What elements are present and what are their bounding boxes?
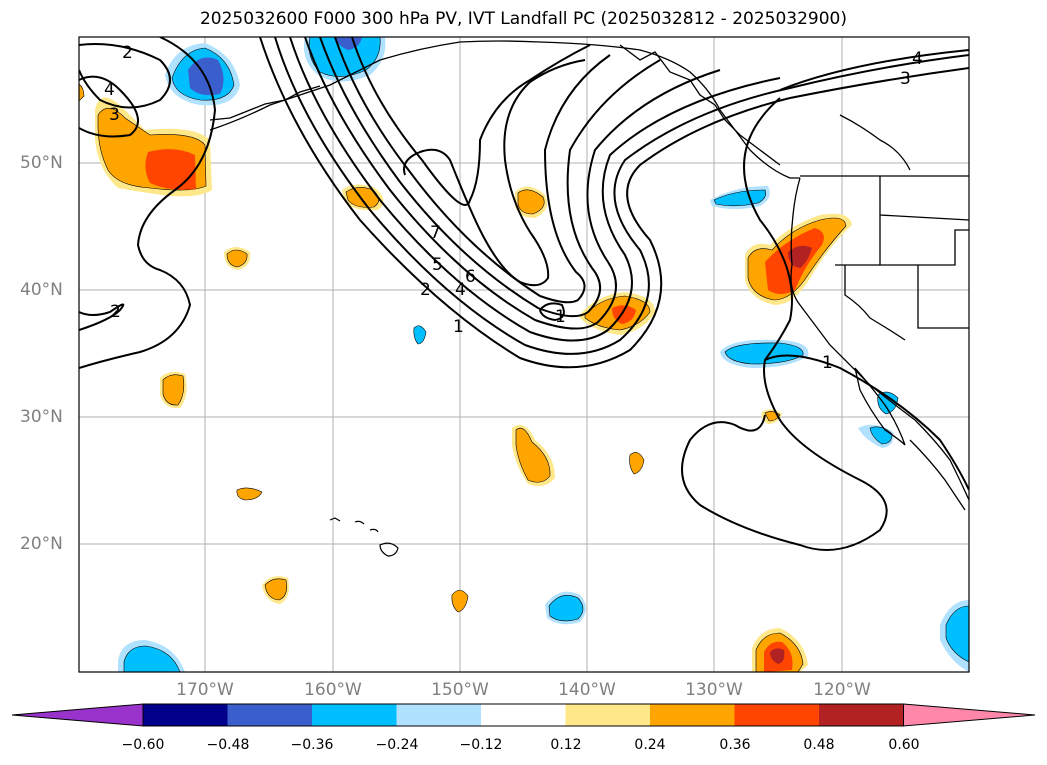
lon-label: 170°W bbox=[176, 680, 234, 700]
lat-label: 30°N bbox=[20, 407, 63, 427]
pv-label: 3 bbox=[900, 69, 911, 89]
colorbar-bin bbox=[650, 704, 735, 726]
pv-label: 6 bbox=[465, 267, 476, 287]
map-background bbox=[79, 37, 969, 672]
map-title: 2025032600 F000 300 hPa PV, IVT Landfall… bbox=[199, 9, 847, 29]
ivt-pc-shading bbox=[79, 37, 969, 672]
colorbar-bin bbox=[565, 704, 651, 726]
pv-label: 4 bbox=[104, 80, 115, 100]
colorbar-tick-label: −0.24 bbox=[375, 737, 419, 753]
pv-label: 1 bbox=[555, 307, 566, 327]
pv-label: 1 bbox=[453, 317, 464, 337]
lon-label: 150°W bbox=[431, 680, 489, 700]
colorbar-frame bbox=[142, 703, 904, 727]
lat-label: 50°N bbox=[20, 153, 63, 173]
coastlines bbox=[209, 40, 969, 511]
colorbar-extend-high bbox=[903, 703, 1036, 727]
colorbar-tick-label: −0.36 bbox=[290, 737, 334, 753]
pv-label: 2 bbox=[122, 43, 133, 63]
colorbar-bin bbox=[396, 704, 482, 726]
colorbar-extend-low bbox=[11, 703, 144, 727]
lon-label: 140°W bbox=[558, 680, 616, 700]
pv-label: 2 bbox=[420, 280, 431, 300]
colorbar-tick-label: 0.12 bbox=[550, 737, 582, 753]
lon-label: 130°W bbox=[685, 680, 743, 700]
colorbar-tick-label: 0.48 bbox=[803, 737, 835, 753]
colorbar-tick-label: 0.24 bbox=[634, 737, 666, 753]
hawaii bbox=[329, 517, 399, 557]
pv-contour-labels: 2 4 3 2 7 5 6 2 4 1 1 1 4 3 bbox=[104, 43, 923, 373]
lon-label: 160°W bbox=[304, 680, 362, 700]
colorbar-bin bbox=[819, 704, 904, 726]
pv-label: 1 bbox=[822, 353, 833, 373]
colorbar-tick-label: −0.60 bbox=[121, 737, 165, 753]
map-frame bbox=[78, 36, 970, 673]
colorbar-bin bbox=[312, 704, 397, 726]
pv-label: 3 bbox=[109, 105, 120, 125]
colorbar-bin bbox=[734, 704, 820, 726]
pv-label: 7 bbox=[430, 223, 441, 243]
pv-label: 4 bbox=[455, 280, 466, 300]
colorbar-bin bbox=[481, 704, 566, 726]
pv-label: 5 bbox=[432, 255, 443, 275]
colorbar-bin bbox=[227, 704, 313, 726]
pv-contours bbox=[79, 37, 969, 551]
graticule bbox=[79, 37, 969, 672]
lon-label: 120°W bbox=[813, 680, 871, 700]
lat-label: 40°N bbox=[20, 280, 63, 300]
colorbar-tick-label: 0.60 bbox=[888, 737, 920, 753]
pv-label: 2 bbox=[110, 302, 121, 322]
colorbar-tick-label: −0.48 bbox=[206, 737, 250, 753]
colorbar-tick-label: 0.36 bbox=[719, 737, 751, 753]
pv-label: 4 bbox=[912, 49, 923, 69]
colorbar bbox=[11, 703, 1036, 727]
colorbar-bin bbox=[143, 704, 228, 726]
colorbar-tick-label: −0.12 bbox=[459, 737, 503, 753]
lat-label: 20°N bbox=[20, 534, 63, 554]
